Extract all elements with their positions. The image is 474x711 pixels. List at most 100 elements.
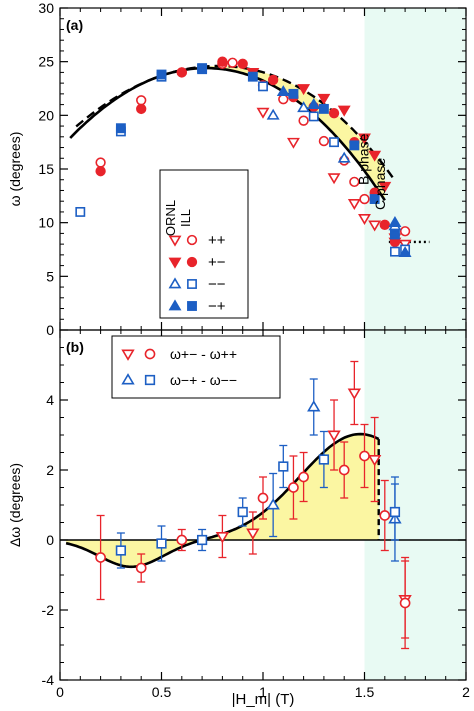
data-point [286,137,300,149]
data-point [399,597,411,609]
data-point [368,220,382,232]
legend-label-minus-minus: −− [208,276,226,293]
data-point [288,88,299,99]
data-point [278,461,289,472]
y-tick-label: 0 [46,532,54,548]
panel-a-label: (a) [66,17,83,33]
data-point [358,214,371,226]
x-tick-label: 1 [259,684,267,700]
data-point [298,115,309,126]
data-point [390,229,400,240]
data-point [358,133,371,145]
y-tick-label: 4 [46,392,54,408]
data-point [389,506,401,518]
legend-box [111,335,281,399]
data-point [257,492,269,504]
data-point [237,506,248,518]
data-point [95,552,106,563]
data-point [307,400,321,412]
y-tick-label: 10 [38,215,54,231]
data-point [298,471,309,483]
legend-marker [168,257,182,269]
data-point [338,464,350,476]
legend-label-blue-difference: ω−+ - ω−− [170,372,237,388]
data-point [327,430,341,442]
legend-symbols [121,348,156,386]
legend-marker [144,374,156,386]
panel-b-label: (b) [66,339,84,355]
data-point [337,105,351,117]
data-point [176,534,188,546]
y-tick-label: 15 [38,161,54,177]
data-point [237,58,248,69]
data-point [136,103,147,115]
data-point [266,108,280,120]
data-point [318,103,329,114]
data-point [115,545,127,556]
data-point [398,246,412,258]
data-point [176,67,187,78]
data-point [297,101,311,113]
data-point [227,57,238,68]
data-point [115,123,126,134]
data-point [196,534,208,546]
panel-b-ticks: 0 0.5 1 1.5 2 -4 -2 0 2 4 [42,330,470,700]
data-point [95,157,106,168]
x-tick-label: 1.5 [355,684,375,700]
data-point [318,454,330,465]
data-point [378,181,392,193]
data-point [215,532,230,544]
legend-marker [121,349,135,361]
c-phase-label: C phase [372,158,388,210]
data-point [258,81,268,92]
data-point [156,538,167,549]
y-tick-label: 2 [46,462,54,478]
y-tick-label: 5 [46,268,54,284]
legend-box [159,169,249,319]
data-point [349,176,360,188]
y-tick-label: -2 [42,602,55,618]
panel-a-ticks: 0 5 10 15 20 25 30 [38,0,467,338]
legend-column-ill: ILL [178,209,193,227]
y-tick-label: 20 [38,107,54,123]
data-point [328,108,340,119]
y-tick-label: 0 [46,322,54,338]
data-point [327,173,341,185]
data-point [379,510,391,521]
data-point [368,150,382,162]
legend-marker [168,277,182,289]
panel-a-y-axis-label: ω (degrees) [7,132,23,207]
data-point [399,226,411,237]
panel-b-delta-omega-chart: 0 0.5 1 1.5 2 -4 -2 0 2 4 (b) Δω (degrees) ω+− - … [7,329,470,700]
data-point [369,194,380,204]
legend-label-minus-plus: −+ [208,298,226,315]
data-point [329,137,339,148]
legend-label-plus-minus: +− [208,254,226,271]
legend-marker [187,301,197,311]
panel-a-omega-chart: 0 5 10 15 20 25 30 (a) B phase C phase ω (degr… [7,0,467,338]
b-phase-label: B phase [356,133,372,185]
x-tick-label: 2 [462,684,470,700]
data-point [349,140,360,151]
y-tick-label: 30 [38,0,54,16]
legend-marker [186,256,198,268]
panel-b-y-axis-label: Δω (degrees) [7,463,23,547]
data-point [136,95,147,106]
data-point [278,94,289,105]
data-point [217,56,228,67]
data-point [75,206,86,217]
data-point [95,165,106,177]
legend-label-plus-plus: ++ [208,232,226,249]
data-point [308,111,319,122]
panel-b-legend: ω+− - ω++ ω−+ - ω−− [111,335,281,399]
c-phase-region [364,330,466,680]
legend-marker [186,234,198,246]
data-point [379,219,390,230]
data-point [347,388,362,400]
legend-column-ornl: ORNL [163,200,178,236]
data-point [307,97,321,109]
data-point [337,151,351,163]
data-point [267,74,279,86]
y-tick-label: -4 [42,672,55,688]
